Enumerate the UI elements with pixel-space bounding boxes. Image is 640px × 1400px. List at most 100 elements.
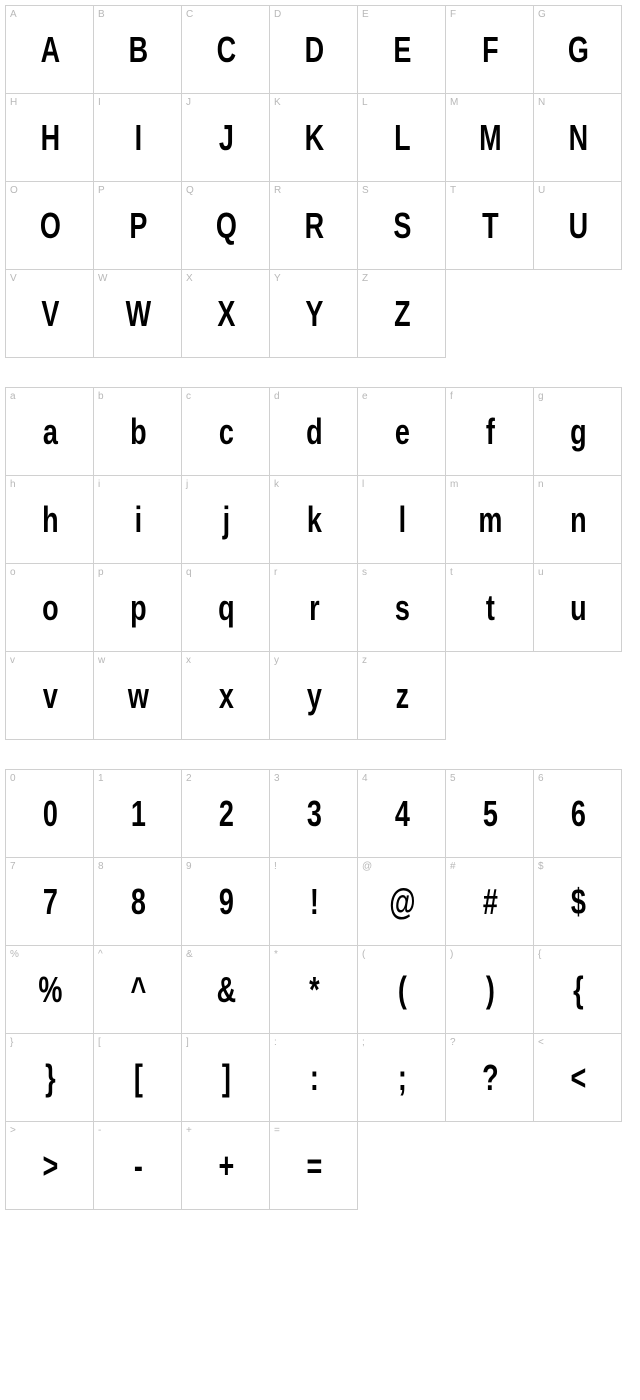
- glyph: +: [218, 1145, 233, 1187]
- corner-label: z: [362, 655, 367, 666]
- char-cell: WW: [93, 269, 182, 358]
- glyph: J: [218, 117, 232, 159]
- glyph: #: [482, 881, 496, 923]
- glyph: w: [127, 675, 147, 717]
- char-cell: ll: [357, 475, 446, 564]
- corner-label: !: [274, 861, 277, 872]
- corner-label: 3: [274, 773, 280, 784]
- glyph: f: [485, 411, 493, 453]
- corner-label: A: [10, 9, 17, 20]
- corner-label: t: [450, 567, 453, 578]
- glyph: L: [394, 117, 410, 159]
- corner-label: u: [538, 567, 544, 578]
- char-cell: KK: [269, 93, 358, 182]
- corner-label: w: [98, 655, 105, 666]
- glyph: ): [485, 969, 493, 1011]
- glyph: r: [309, 587, 319, 629]
- corner-label: }: [10, 1037, 13, 1048]
- char-cell: 33: [269, 769, 358, 858]
- corner-label: C: [186, 9, 193, 20]
- corner-label: =: [274, 1125, 280, 1136]
- glyph: o: [42, 587, 58, 629]
- corner-label: I: [98, 97, 101, 108]
- glyph: h: [42, 499, 58, 541]
- char-cell: GG: [533, 5, 622, 94]
- glyph: ;: [397, 1057, 405, 1099]
- corner-label: S: [362, 185, 369, 196]
- glyph: M: [479, 117, 501, 159]
- corner-label: ]: [186, 1037, 189, 1048]
- glyph: b: [130, 411, 146, 453]
- glyph: K: [304, 117, 323, 159]
- char-cell: QQ: [181, 181, 270, 270]
- corner-label: E: [362, 9, 369, 20]
- glyph: ?: [482, 1057, 498, 1099]
- corner-label: p: [98, 567, 104, 578]
- glyph: (: [397, 969, 405, 1011]
- glyph: i: [134, 499, 141, 541]
- glyph: z: [395, 675, 408, 717]
- glyph: 6: [570, 793, 584, 835]
- glyph: R: [304, 205, 323, 247]
- char-cell: !!: [269, 857, 358, 946]
- char-cell: 66: [533, 769, 622, 858]
- glyph: ]: [221, 1057, 229, 1099]
- glyph: W: [125, 293, 150, 335]
- char-cell: [[: [93, 1033, 182, 1122]
- corner-label: Y: [274, 273, 281, 284]
- char-cell: nn: [533, 475, 622, 564]
- corner-label: n: [538, 479, 544, 490]
- char-cell: )): [445, 945, 534, 1034]
- glyph: N: [568, 117, 587, 159]
- char-cell: LL: [357, 93, 446, 182]
- char-cell: 00: [5, 769, 94, 858]
- glyph: d: [306, 411, 322, 453]
- corner-label: P: [98, 185, 105, 196]
- glyph: *: [309, 969, 319, 1011]
- glyph: {: [573, 969, 583, 1011]
- corner-label: 4: [362, 773, 368, 784]
- char-grid-lowercase: aabbccddeeffgghhiijjkkllmmnnooppqqrrsstt…: [5, 387, 635, 739]
- char-cell: 44: [357, 769, 446, 858]
- char-cell: ??: [445, 1033, 534, 1122]
- corner-label: W: [98, 273, 107, 284]
- glyph: T: [482, 205, 498, 247]
- glyph: u: [570, 587, 586, 629]
- char-cell: 88: [93, 857, 182, 946]
- char-cell: HH: [5, 93, 94, 182]
- glyph: s: [394, 587, 408, 629]
- glyph: -: [133, 1145, 141, 1187]
- char-cell: PP: [93, 181, 182, 270]
- glyph: G: [567, 29, 587, 71]
- char-cell: ]]: [181, 1033, 270, 1122]
- character-map-container: AABBCCDDEEFFGGHHIIJJKKLLMMNNOOPPQQRRSSTT…: [5, 5, 635, 1209]
- corner-label: q: [186, 567, 192, 578]
- glyph: !: [309, 881, 317, 923]
- glyph: 9: [218, 881, 232, 923]
- corner-label: 9: [186, 861, 192, 872]
- char-cell: OO: [5, 181, 94, 270]
- corner-label: O: [10, 185, 18, 196]
- glyph: =: [306, 1145, 321, 1187]
- glyph: B: [128, 29, 147, 71]
- char-cell: DD: [269, 5, 358, 94]
- corner-label: (: [362, 949, 365, 960]
- glyph: e: [394, 411, 408, 453]
- char-cell: **: [269, 945, 358, 1034]
- corner-label: Q: [186, 185, 194, 196]
- corner-label: &: [186, 949, 193, 960]
- char-cell: aa: [5, 387, 94, 476]
- glyph: 2: [218, 793, 232, 835]
- corner-label: J: [186, 97, 191, 108]
- glyph: $: [570, 881, 584, 923]
- char-cell: VV: [5, 269, 94, 358]
- char-cell: dd: [269, 387, 358, 476]
- glyph: 1: [130, 793, 144, 835]
- corner-label: g: [538, 391, 544, 402]
- corner-label: 6: [538, 773, 544, 784]
- corner-label: d: [274, 391, 280, 402]
- glyph: q: [218, 587, 234, 629]
- corner-label: y: [274, 655, 279, 666]
- glyph: X: [217, 293, 234, 335]
- corner-label: {: [538, 949, 541, 960]
